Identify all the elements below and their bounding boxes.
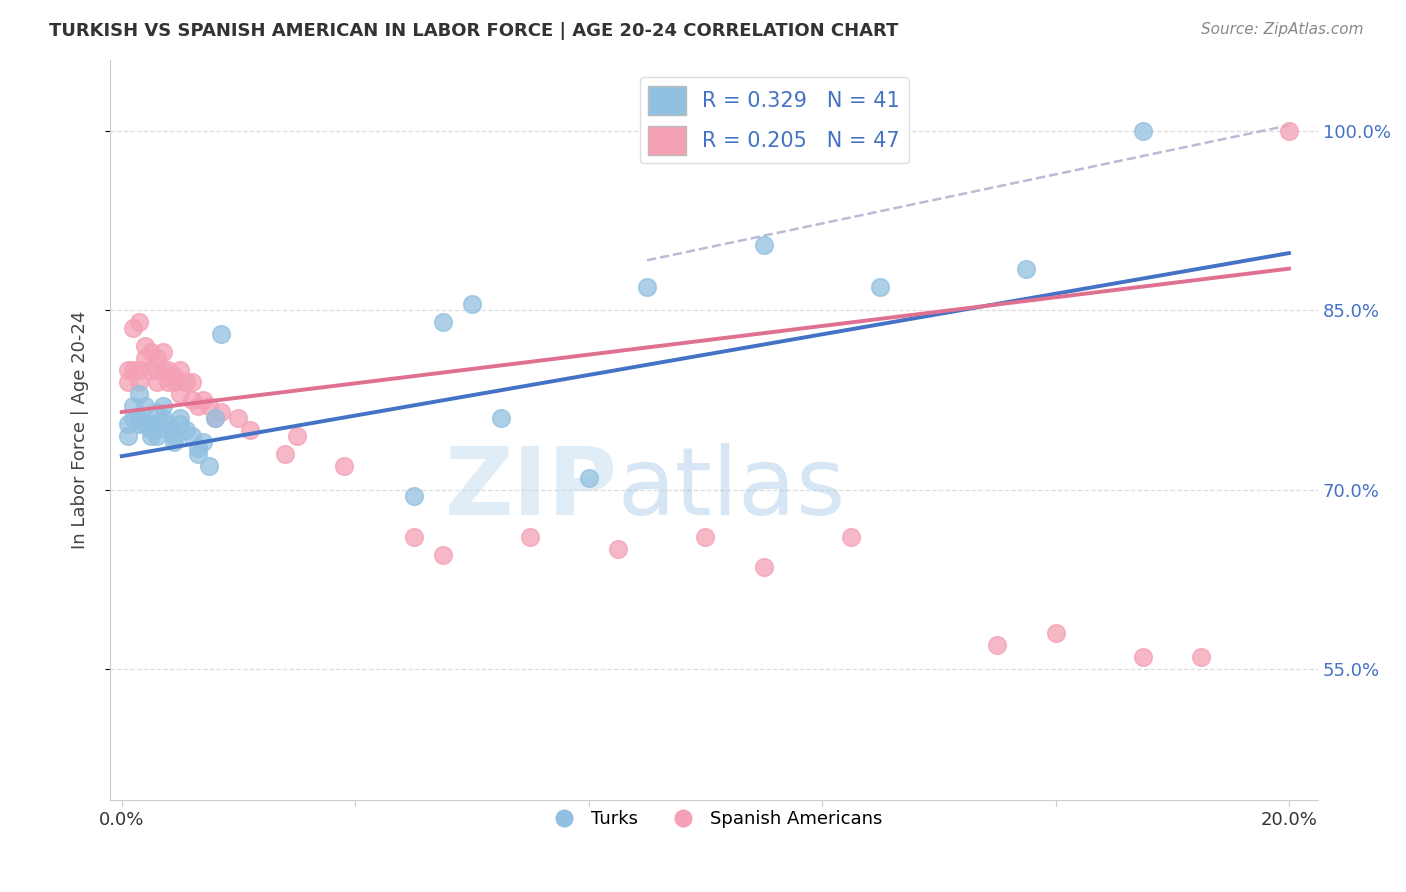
Point (163, 429, 186, 443)
Point (128, 315, 150, 329)
Point (174, 423, 197, 437)
Point (174, 375, 197, 389)
Text: TURKISH VS SPANISH AMERICAN IN LABOR FORCE | AGE 20-24 CORRELATION CHART: TURKISH VS SPANISH AMERICAN IN LABOR FOR… (49, 22, 898, 40)
Point (117, 429, 139, 443)
Point (461, 297, 484, 311)
Point (432, 549, 454, 563)
Point (157, 423, 180, 437)
Point (606, 542, 628, 557)
Point (152, 345, 174, 359)
Point (209, 327, 232, 342)
Point (1132, 649, 1154, 664)
Point (332, 458, 354, 473)
Legend: Turks, Spanish Americans: Turks, Spanish Americans (538, 803, 890, 836)
Point (1189, 649, 1212, 664)
Y-axis label: In Labor Force | Age 20-24: In Labor Force | Age 20-24 (72, 310, 89, 549)
Point (169, 417, 191, 431)
Point (122, 399, 145, 413)
Point (432, 315, 454, 329)
Point (128, 417, 150, 431)
Point (145, 351, 167, 366)
Point (1015, 261, 1038, 276)
Point (134, 417, 156, 431)
Point (695, 530, 717, 544)
Point (198, 399, 221, 413)
Point (187, 447, 209, 461)
Point (1278, 124, 1301, 138)
Point (128, 387, 150, 401)
Point (519, 530, 541, 544)
Point (1132, 124, 1154, 138)
Point (274, 447, 297, 461)
Point (239, 423, 262, 437)
Point (489, 411, 512, 425)
Point (198, 458, 221, 473)
Point (122, 363, 145, 377)
Point (139, 429, 162, 443)
Point (152, 411, 174, 425)
Point (204, 411, 226, 425)
Point (578, 471, 600, 485)
Point (145, 375, 167, 389)
Point (986, 638, 1008, 652)
Point (122, 411, 145, 425)
Point (157, 417, 180, 431)
Point (402, 530, 425, 544)
Point (134, 351, 156, 366)
Point (134, 339, 156, 353)
Point (145, 405, 167, 419)
Point (139, 363, 162, 377)
Point (869, 279, 891, 293)
Point (145, 417, 167, 431)
Point (152, 399, 174, 413)
Point (193, 392, 215, 407)
Point (157, 375, 180, 389)
Point (209, 405, 232, 419)
Point (180, 375, 202, 389)
Point (122, 321, 145, 335)
Point (134, 399, 156, 413)
Point (180, 392, 202, 407)
Point (128, 363, 150, 377)
Point (752, 237, 775, 252)
Point (839, 530, 862, 544)
Point (636, 279, 658, 293)
Point (169, 387, 191, 401)
Point (117, 417, 139, 431)
Point (193, 434, 215, 449)
Point (169, 363, 191, 377)
Point (139, 345, 162, 359)
Point (163, 369, 186, 384)
Point (128, 375, 150, 389)
Point (169, 411, 191, 425)
Point (402, 489, 425, 503)
Point (145, 363, 167, 377)
Point (139, 423, 162, 437)
Point (139, 417, 162, 431)
Point (187, 399, 209, 413)
Point (128, 411, 150, 425)
Point (752, 560, 775, 574)
Point (157, 363, 180, 377)
Point (117, 363, 139, 377)
Point (228, 411, 250, 425)
Text: atlas: atlas (617, 443, 846, 535)
Point (187, 441, 209, 455)
Text: ZIP: ZIP (444, 443, 617, 535)
Point (1045, 626, 1067, 640)
Text: Source: ZipAtlas.com: Source: ZipAtlas.com (1201, 22, 1364, 37)
Point (285, 429, 308, 443)
Point (145, 429, 167, 443)
Point (204, 411, 226, 425)
Point (180, 429, 202, 443)
Point (163, 434, 186, 449)
Point (152, 363, 174, 377)
Point (163, 375, 186, 389)
Point (117, 375, 139, 389)
